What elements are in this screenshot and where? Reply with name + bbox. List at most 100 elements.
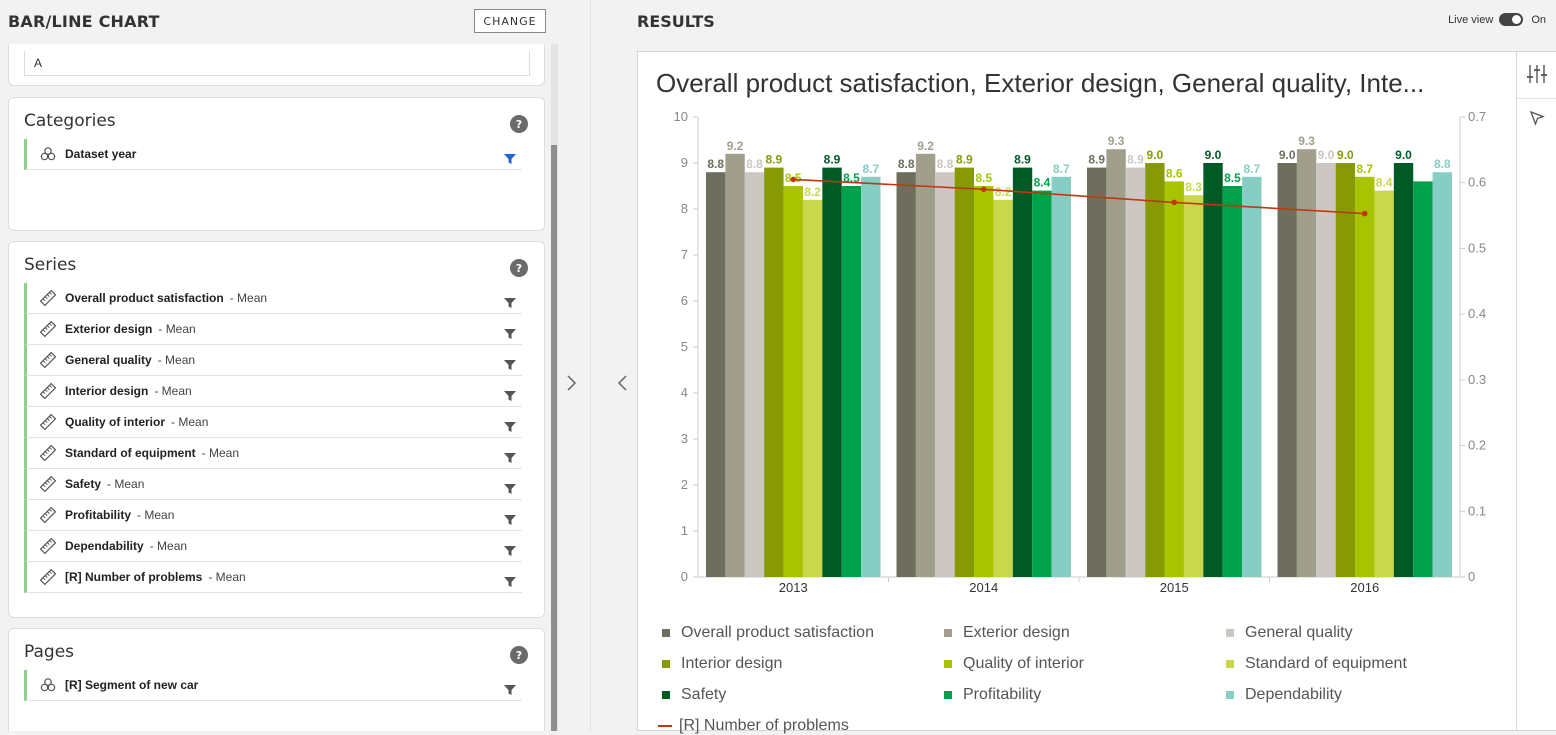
pointer-icon[interactable] xyxy=(1525,106,1549,130)
legend-item[interactable]: General quality xyxy=(1226,624,1353,642)
legend-label: [R] Number of problems xyxy=(679,717,849,734)
data-label: 8.5 xyxy=(1224,171,1241,185)
y2-tick-label: 0.4 xyxy=(1468,306,1486,321)
series-field[interactable]: Exterior design - Mean xyxy=(24,314,522,345)
ruler-icon xyxy=(39,537,57,555)
hierarchy-icon xyxy=(39,145,57,163)
filter-icon[interactable] xyxy=(504,149,516,164)
field-aggregation: - Mean xyxy=(201,446,240,460)
legend-item[interactable]: Standard of equipment xyxy=(1226,655,1407,673)
ruler-icon xyxy=(39,444,57,462)
legend-swatch xyxy=(1226,660,1234,668)
series-card: Series ? Overall product satisfaction - M… xyxy=(8,241,545,618)
category-field-dataset-year[interactable]: Dataset year xyxy=(24,139,522,170)
filter-icon[interactable] xyxy=(504,293,516,308)
filter-icon[interactable] xyxy=(504,541,516,556)
data-label: 9.2 xyxy=(917,139,934,153)
series-field[interactable]: Safety - Mean xyxy=(24,469,522,500)
legend-item[interactable]: Dependability xyxy=(1226,686,1342,704)
ruler-icon xyxy=(39,475,57,493)
bar xyxy=(1316,163,1336,577)
field-name: [R] Segment of new car xyxy=(65,678,199,692)
data-label: 9.0 xyxy=(1279,148,1296,162)
legend-item[interactable]: Quality of interior xyxy=(944,655,1084,673)
data-label: 8.8 xyxy=(898,157,915,171)
bar xyxy=(1413,181,1433,577)
left-scroll-area: A Categories ? Dataset year Series ? Ove… xyxy=(0,44,558,731)
ruler-icon xyxy=(39,320,57,338)
pages-title: Pages xyxy=(24,642,75,662)
series-field[interactable]: Profitability - Mean xyxy=(24,500,522,531)
legend-item[interactable]: Overall product satisfaction xyxy=(662,624,874,642)
help-icon[interactable]: ? xyxy=(510,646,528,664)
panel-title: BAR/LINE CHART xyxy=(8,12,160,31)
page-field-segment[interactable]: [R] Segment of new car xyxy=(24,670,522,701)
field-name: [R] Number of problems xyxy=(65,570,203,584)
bar xyxy=(1125,167,1146,577)
data-label: 8.4 xyxy=(1376,176,1393,190)
results-panel: RESULTS Live view On Overall product sat… xyxy=(590,0,1556,734)
hierarchy-icon xyxy=(39,676,57,694)
filter-icon[interactable] xyxy=(504,572,516,587)
series-field[interactable]: [R] Number of problems - Mean xyxy=(24,562,522,593)
filter-icon[interactable] xyxy=(504,355,516,370)
filter-icon[interactable] xyxy=(504,680,516,695)
live-view-state: On xyxy=(1531,13,1546,26)
ruler-icon xyxy=(39,413,57,431)
y2-tick-label: 0.2 xyxy=(1468,438,1486,453)
chevron-left-icon[interactable] xyxy=(615,374,629,392)
y2-tick-label: 0.7 xyxy=(1468,109,1486,124)
legend-label: Dependability xyxy=(1245,686,1342,703)
live-view-toggle[interactable] xyxy=(1499,13,1524,26)
sliders-icon[interactable] xyxy=(1525,62,1549,86)
y-tick-label: 1 xyxy=(681,523,688,538)
help-icon[interactable]: ? xyxy=(510,259,528,277)
legend-label: Profitability xyxy=(963,686,1042,703)
field-aggregation: - Mean xyxy=(229,291,268,305)
data-label: 8.8 xyxy=(707,157,724,171)
legend-item[interactable]: Interior design xyxy=(662,655,782,673)
series-field[interactable]: Dependability - Mean xyxy=(24,531,522,562)
series-field[interactable]: General quality - Mean xyxy=(24,345,522,376)
data-label: 9.0 xyxy=(1318,148,1335,162)
ruler-icon xyxy=(39,382,57,400)
line-point xyxy=(1171,199,1178,206)
data-label: 8.5 xyxy=(975,171,992,185)
filter-icon[interactable] xyxy=(504,324,516,339)
series-title: Series xyxy=(24,255,77,275)
legend-item[interactable]: Profitability xyxy=(944,686,1041,704)
filter-icon[interactable] xyxy=(504,386,516,401)
legend-item[interactable]: Exterior design xyxy=(944,624,1070,642)
y-tick-label: 6 xyxy=(681,293,688,308)
filter-icon[interactable] xyxy=(504,510,516,525)
series-field[interactable]: Standard of equipment - Mean xyxy=(24,438,522,469)
legend-label: Standard of equipment xyxy=(1245,655,1407,672)
series-field[interactable]: Overall product satisfaction - Mean xyxy=(24,283,522,314)
change-button[interactable]: CHANGE xyxy=(474,9,546,33)
data-label: 9.2 xyxy=(727,139,744,153)
scrollbar-thumb[interactable] xyxy=(551,145,557,731)
data-label: 8.3 xyxy=(1185,180,1202,194)
filter-icon[interactable] xyxy=(504,479,516,494)
top-input[interactable]: A xyxy=(24,51,530,76)
data-label: 8.2 xyxy=(995,185,1012,199)
series-field[interactable]: Interior design - Mean xyxy=(24,376,522,407)
left-panel: BAR/LINE CHART CHANGE A Categories ? Dat… xyxy=(0,0,558,731)
legend-item[interactable]: [R] Number of problems xyxy=(658,717,849,735)
y-tick-label: 5 xyxy=(681,339,688,354)
filter-icon[interactable] xyxy=(504,448,516,463)
chevron-right-icon[interactable] xyxy=(565,374,579,392)
data-label: 9.0 xyxy=(1205,148,1222,162)
series-field[interactable]: Quality of interior - Mean xyxy=(24,407,522,438)
bar xyxy=(841,186,862,577)
legend-item[interactable]: Safety xyxy=(662,686,726,704)
filter-icon[interactable] xyxy=(504,417,516,432)
help-icon[interactable]: ? xyxy=(510,115,528,133)
data-label: 8.9 xyxy=(766,153,783,167)
chart-svg: 01234567891000.10.20.30.40.50.60.78.89.2… xyxy=(674,109,1487,595)
y2-tick-label: 0.6 xyxy=(1468,175,1486,190)
data-label: 8.9 xyxy=(956,153,973,167)
data-label: 8.8 xyxy=(746,157,763,171)
categories-title: Categories xyxy=(24,111,116,131)
bar xyxy=(896,172,916,577)
